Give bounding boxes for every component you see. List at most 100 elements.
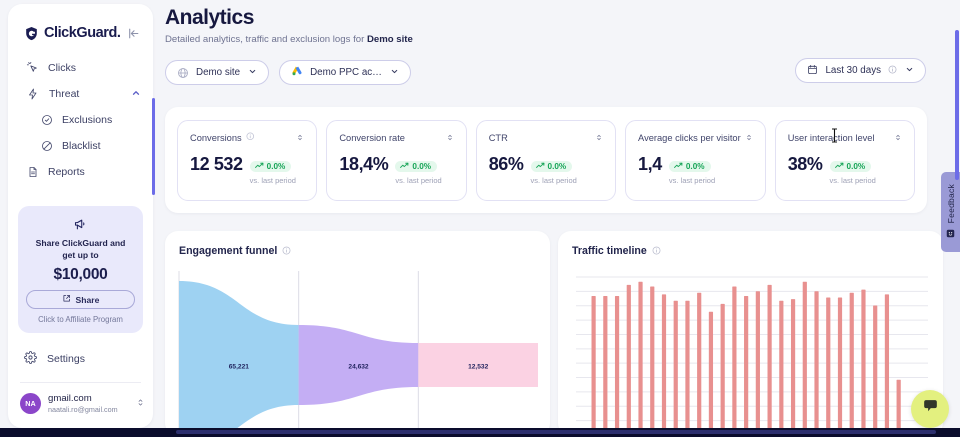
kpi-delta-value: 0.0% <box>685 161 705 171</box>
chevron-down-icon <box>905 65 914 76</box>
kpi-sort-toggle[interactable] <box>745 132 753 144</box>
chevron-down-icon <box>390 67 399 78</box>
kpi-sort-toggle[interactable] <box>595 132 603 144</box>
kpi-strip: Conversions 12 532 0.0% vs. last period Conv… <box>165 107 927 213</box>
kpi-body: 1,4 0.0% vs. last period <box>638 155 753 185</box>
timeline-bar[interactable] <box>896 379 901 435</box>
timeline-bar[interactable] <box>661 294 667 435</box>
timeline-bar[interactable] <box>861 289 866 435</box>
kpi-delta-value: 0.0% <box>547 161 567 171</box>
timeline-bar[interactable] <box>720 303 725 435</box>
timeline-bar[interactable] <box>826 297 831 435</box>
sidebar-item-reports[interactable]: Reports <box>8 159 153 184</box>
sidebar-scrollbar[interactable] <box>152 98 155 195</box>
feedback-tab[interactable]: Feedback <box>941 172 960 252</box>
kpi-delta-badge: 0.0% <box>249 160 292 172</box>
chevron-down-icon <box>248 67 257 78</box>
info-icon[interactable] <box>652 246 661 257</box>
timeline-bar[interactable] <box>790 299 796 435</box>
kpi-header: Average clicks per visitor <box>638 132 753 144</box>
info-icon[interactable] <box>282 246 291 257</box>
site-filter-dropdown[interactable]: Demo site <box>165 60 270 85</box>
funnel-segment[interactable] <box>418 343 538 387</box>
sidebar-item-threat[interactable]: Threat <box>8 81 153 106</box>
funnel-segment[interactable] <box>179 281 299 436</box>
timeline-bar[interactable] <box>767 284 772 435</box>
kpi-value: 18,4% <box>339 153 389 174</box>
kpi-delta-badge: 0.0% <box>395 160 438 172</box>
timeline-bar[interactable] <box>708 311 714 435</box>
timeline-bar[interactable] <box>814 291 819 435</box>
collapse-left-icon[interactable] <box>127 27 143 40</box>
timeline-bar[interactable] <box>779 300 784 435</box>
timeline-bar[interactable] <box>685 300 690 435</box>
trend-up-icon <box>673 162 683 171</box>
timeline-bar[interactable] <box>626 284 631 435</box>
timeline-bar[interactable] <box>837 297 843 435</box>
kpi-value: 38% <box>787 153 823 174</box>
funnel-chart: 65,221 24,632 12,532 <box>165 269 550 436</box>
timeline-bar[interactable] <box>650 286 655 435</box>
timeline-bar[interactable] <box>873 305 878 435</box>
smiley-icon <box>946 229 955 240</box>
kpi-delta-sub: vs. last period <box>249 175 296 185</box>
kpi-card[interactable]: CTR 86% 0.0% vs. last period <box>475 119 617 201</box>
avatar: NA <box>20 393 41 415</box>
kpi-card[interactable]: Conversions 12 532 0.0% vs. last period <box>177 119 318 201</box>
brand-name: ClickGuard. <box>44 25 121 41</box>
kpi-value: 86% <box>488 153 524 174</box>
affiliate-promo-card[interactable]: Share ClickGuard and get up to $10,000 S… <box>18 206 143 334</box>
timeline-bar[interactable] <box>884 294 890 435</box>
kpi-body: 18,4% 0.0% vs. last period <box>339 155 453 185</box>
kpi-delta-badge: 0.0% <box>829 160 872 172</box>
date-range-dropdown[interactable]: Last 30 days <box>795 58 926 83</box>
timeline-bar[interactable] <box>744 295 749 435</box>
sidebar-item-blacklist[interactable]: Blacklist <box>8 133 153 158</box>
kpi-delta-group: 0.0% vs. last period <box>395 155 442 185</box>
timeline-bar[interactable] <box>849 292 854 435</box>
timeline-bar[interactable] <box>591 295 596 435</box>
kpi-delta-sub: vs. last period <box>395 175 442 185</box>
kpi-sort-toggle[interactable] <box>296 132 304 144</box>
info-icon[interactable] <box>246 132 255 143</box>
trend-up-icon <box>400 162 409 171</box>
timeline-bar[interactable] <box>755 291 760 435</box>
bottom-scrollbar-thumb[interactable] <box>176 430 936 434</box>
bottom-scrollbar-track[interactable] <box>0 428 960 437</box>
ppc-account-filter-dropdown[interactable]: Demo PPC ac… <box>279 60 411 85</box>
timeline-bar[interactable] <box>603 295 608 435</box>
funnel-segment-label: 65,221 <box>229 364 250 371</box>
timeline-bar[interactable] <box>614 295 620 435</box>
timeline-bar[interactable] <box>802 281 807 435</box>
chevron-updown-icon[interactable] <box>136 397 145 410</box>
kpi-card[interactable]: User interaction level 38% 0.0% vs. last pe… <box>774 119 916 201</box>
share-button[interactable]: Share <box>26 290 135 310</box>
timeline-bar[interactable] <box>732 286 737 435</box>
kpi-delta-sub: vs. last period <box>668 175 716 185</box>
funnel-segment[interactable] <box>298 325 419 405</box>
kpi-delta-sub: vs. last period <box>829 175 876 185</box>
kpi-card[interactable]: Conversion rate 18,4% 0.0% vs. last period <box>326 119 467 201</box>
timeline-bar[interactable] <box>673 300 678 435</box>
kpi-sort-toggle[interactable] <box>894 132 902 144</box>
funnel-svg: 65,221 24,632 12,532 <box>178 271 538 436</box>
traffic-timeline-panel: Traffic timeline <box>558 231 943 436</box>
sidebar-item-label: Threat <box>49 87 80 100</box>
ppc-account-filter-label: Demo PPC ac… <box>310 67 382 78</box>
check-circle-icon <box>40 113 53 126</box>
chat-bubble-button[interactable] <box>911 390 949 428</box>
timeline-bar[interactable] <box>697 292 702 435</box>
external-link-icon <box>62 294 71 305</box>
sidebar-item-settings[interactable]: Settings <box>24 349 141 369</box>
kpi-sort-toggle[interactable] <box>446 132 454 144</box>
chat-bubble-icon <box>921 397 940 421</box>
account-switcher[interactable]: NA gmail.com naatali.ro@gmail.com <box>20 393 145 415</box>
timeline-bar-svg <box>576 276 928 436</box>
sidebar-item-exclusions[interactable]: Exclusions <box>8 107 153 132</box>
timeline-bar[interactable] <box>638 281 643 435</box>
page-scrollbar[interactable] <box>955 30 959 180</box>
sidebar-item-clicks[interactable]: Clicks <box>8 55 153 80</box>
kpi-card[interactable]: Average clicks per visitor 1,4 0.0% vs. las… <box>625 119 766 201</box>
panel-title: Traffic timeline <box>572 245 647 257</box>
